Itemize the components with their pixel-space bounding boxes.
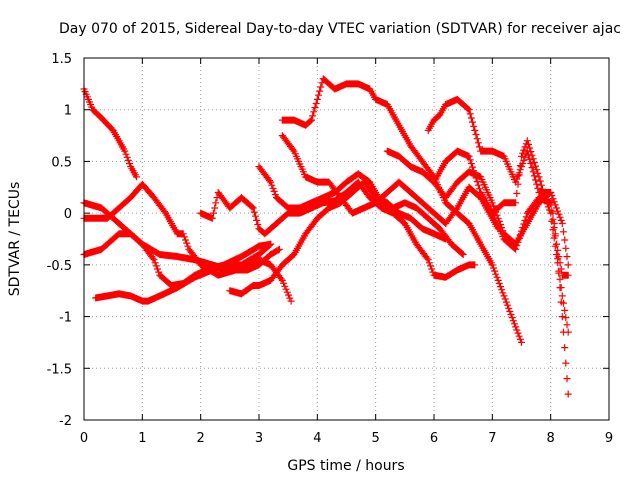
y-axis-label: SDTVAR / TECUs: [7, 182, 23, 297]
x-tick-label: 7: [488, 431, 496, 446]
x-tick-label: 1: [138, 431, 146, 446]
y-tick-label: 1.5: [51, 52, 72, 67]
x-tick-label: 9: [605, 431, 613, 446]
y-tick-label: -1: [59, 311, 72, 326]
marker-trail: [278, 132, 502, 233]
series-s13: [424, 95, 572, 398]
data-points: [80, 75, 572, 398]
marker-trail: [80, 85, 140, 181]
marker-trail: [418, 147, 572, 279]
y-tick-label: 0.5: [51, 155, 72, 170]
x-tick-labels: 0 1 2 3 4 5 6 7 8 9: [80, 431, 613, 446]
x-tick-label: 4: [313, 431, 321, 446]
chart-title: Day 070 of 2015, Sidereal Day-to-day VTE…: [59, 21, 621, 37]
grid: [84, 58, 609, 420]
series-s10: [278, 132, 502, 233]
axis-ticks: [83, 57, 610, 421]
series-s6: [197, 178, 479, 281]
series-s8: [255, 163, 467, 258]
x-axis-label: GPS time / hours: [287, 458, 404, 474]
series-s5: [92, 240, 275, 305]
x-tick-label: 2: [197, 431, 205, 446]
y-tick-label: -1.5: [47, 362, 72, 377]
series-s1: [80, 85, 140, 181]
series-s12: [418, 147, 572, 279]
series-s14: [488, 137, 572, 336]
marker-trail: [488, 137, 572, 336]
y-tick-label: 1: [64, 104, 72, 119]
marker-trail: [424, 95, 572, 398]
x-tick-label: 8: [547, 431, 555, 446]
plot-frame: [83, 57, 610, 421]
marker-trail: [197, 178, 479, 281]
marker-trail: [92, 240, 275, 305]
x-tick-label: 5: [372, 431, 380, 446]
y-tick-label: -2: [59, 414, 72, 429]
y-tick-label: 0: [64, 207, 72, 222]
x-tick-label: 0: [80, 431, 88, 446]
y-tick-labels: -2 -1.5 -1 -0.5 0 0.5 1 1.5: [47, 52, 72, 429]
x-tick-label: 3: [255, 431, 263, 446]
x-tick-label: 6: [430, 431, 438, 446]
marker-trail: [255, 163, 467, 258]
y-tick-label: -0.5: [47, 259, 72, 274]
